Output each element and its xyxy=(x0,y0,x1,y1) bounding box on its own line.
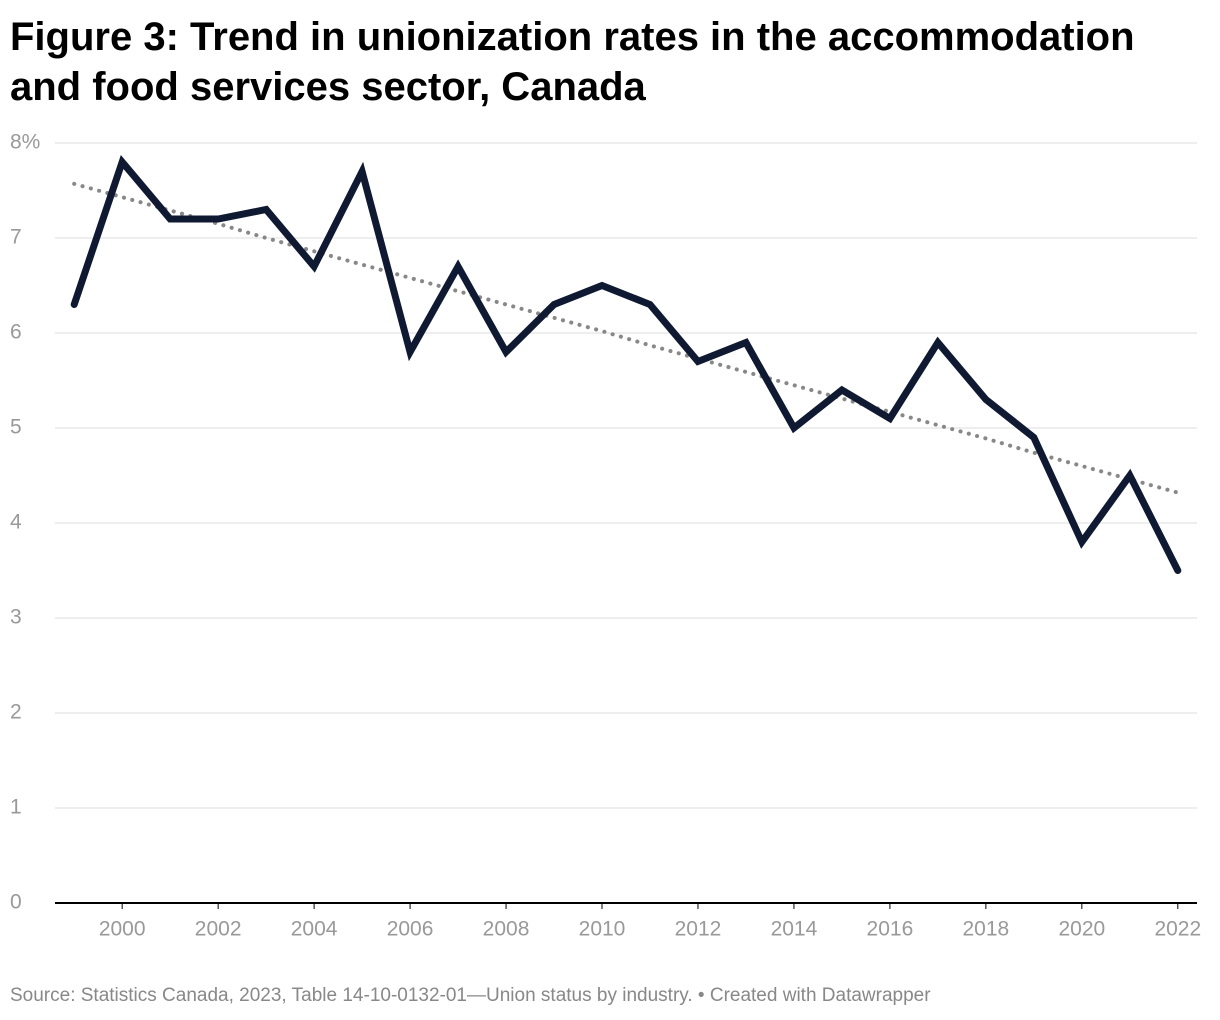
source-note: Source: Statistics Canada, 2023, Table 1… xyxy=(10,985,931,1006)
y-tick-label: 6 xyxy=(10,321,22,344)
x-tick-label: 2018 xyxy=(963,918,1010,941)
chart-title: Figure 3: Trend in unionization rates in… xyxy=(10,15,1135,109)
x-tick-label: 2014 xyxy=(771,918,818,941)
y-tick-label: 1 xyxy=(10,796,22,819)
y-tick-label: 3 xyxy=(10,606,22,629)
y-tick-label: 2 xyxy=(10,701,22,724)
y-tick-label: 7 xyxy=(10,226,22,249)
trend-line xyxy=(72,181,1180,495)
y-tick-label: 0 xyxy=(10,891,22,914)
data-line xyxy=(70,154,1182,574)
y-tick-label: 5 xyxy=(10,416,22,439)
x-tick-label: 2004 xyxy=(291,918,338,941)
x-tick-label: 2006 xyxy=(387,918,434,941)
x-tick-label: 2012 xyxy=(675,918,722,941)
x-tick-label: 2022 xyxy=(1154,918,1201,941)
x-tick-label: 2020 xyxy=(1058,918,1105,941)
y-tick-label: 4 xyxy=(10,511,22,534)
x-tick-label: 2010 xyxy=(579,918,626,941)
x-tick-label: 2016 xyxy=(867,918,914,941)
x-tick-label: 2008 xyxy=(483,918,530,941)
x-tick-label: 2002 xyxy=(195,918,242,941)
y-tick-label: 8% xyxy=(10,131,40,154)
x-tick-label: 2000 xyxy=(99,918,146,941)
